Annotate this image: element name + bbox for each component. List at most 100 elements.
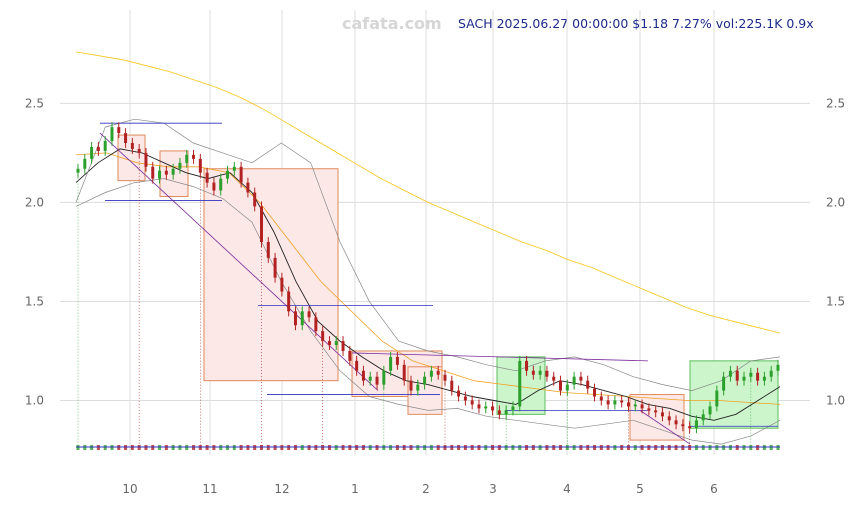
x-tick: 5	[636, 482, 644, 496]
x-tick: 12	[274, 482, 289, 496]
candle-body	[518, 360, 522, 407]
candle-body	[538, 370, 542, 375]
candle-body	[654, 410, 658, 413]
candle-body	[307, 311, 311, 318]
indicator-ma_short	[75, 148, 781, 421]
trend-line	[639, 410, 691, 445]
candle-body	[715, 390, 719, 407]
candle-body	[735, 370, 739, 381]
candle-body	[660, 412, 664, 417]
candle-body	[681, 424, 685, 427]
candle-body	[314, 317, 318, 332]
candle-body	[409, 380, 413, 391]
candle-body	[525, 360, 529, 371]
candle-body	[484, 406, 488, 409]
candle-body	[253, 192, 257, 207]
trend-line	[351, 352, 649, 362]
y-tick-right: 1.0	[826, 393, 845, 407]
candle-body	[76, 168, 80, 173]
candle-body	[90, 146, 94, 159]
candle-body	[769, 370, 773, 377]
candle-body	[239, 166, 243, 183]
candle-body	[185, 154, 189, 163]
band-lower	[75, 178, 781, 445]
candle-body	[667, 416, 671, 421]
candle-body	[137, 148, 141, 153]
candle-body	[491, 406, 495, 411]
volume-strip	[76, 445, 780, 450]
candle-body	[246, 182, 250, 193]
range-box	[629, 394, 685, 441]
candle-body	[124, 133, 128, 143]
range-boxes	[117, 134, 779, 441]
axis-ticks: 1.0 1.01.5 1.52.0 2.02.5 2.510 11 12 1 2 3 4 5 6	[25, 96, 845, 496]
candle-body	[117, 127, 121, 134]
candle-body	[552, 376, 556, 381]
candle-body	[742, 376, 746, 381]
candle-body	[647, 408, 651, 411]
candle-body	[586, 380, 590, 389]
y-tick-left: 2.5	[25, 96, 44, 110]
candle-body	[341, 341, 345, 351]
x-tick: 2	[422, 482, 430, 496]
candle-body	[694, 420, 698, 429]
candle-body	[110, 127, 114, 142]
candle-body	[565, 384, 569, 391]
candle-body	[171, 168, 175, 175]
candle-body	[280, 277, 284, 292]
candle-body	[633, 404, 637, 407]
candle-body	[368, 376, 372, 381]
candle-body	[348, 350, 352, 361]
candle-body	[511, 406, 515, 411]
candle-body	[477, 404, 481, 409]
candle-body	[450, 380, 454, 391]
candle-body	[375, 376, 379, 385]
candle-body	[572, 376, 576, 385]
candle-body	[287, 291, 291, 312]
candle-body	[192, 154, 196, 159]
candle-body	[382, 370, 386, 385]
candle-body	[701, 414, 705, 421]
y-tick-right: 1.5	[826, 294, 845, 308]
candle-body	[266, 242, 270, 258]
range-box	[203, 168, 339, 382]
candle-body	[599, 396, 603, 401]
candle-body	[559, 380, 563, 391]
candle-body	[749, 372, 753, 377]
candle-body	[579, 376, 583, 381]
candle-body	[130, 142, 134, 149]
candle-body	[708, 406, 712, 415]
candle-body	[164, 170, 168, 175]
candle-body	[443, 374, 447, 381]
candle-body	[144, 152, 148, 167]
indicator-ma_mid	[75, 152, 781, 405]
candle-body	[83, 158, 87, 169]
candle-body	[606, 400, 610, 405]
candle-body	[470, 400, 474, 405]
candles	[76, 122, 780, 448]
band-upper	[75, 118, 781, 391]
watermark: cafata.com	[342, 14, 442, 33]
indicator-ma_long	[75, 51, 781, 334]
candle-body	[259, 206, 263, 243]
candle-body	[300, 311, 304, 326]
y-tick-right: 2.0	[826, 195, 845, 209]
y-tick-left: 1.0	[25, 393, 44, 407]
candle-body	[226, 170, 230, 179]
candle-body	[327, 341, 331, 346]
candle-body	[640, 404, 644, 409]
x-tick: 10	[122, 482, 137, 496]
candle-body	[395, 356, 399, 365]
x-tick: 1	[351, 482, 359, 496]
candle-body	[776, 364, 780, 371]
candle-body	[756, 372, 760, 381]
candle-body	[212, 182, 216, 191]
candle-body	[158, 170, 162, 179]
candle-body	[497, 410, 501, 415]
candle-body	[674, 420, 678, 425]
candle-body	[178, 162, 182, 169]
range-box	[159, 150, 189, 197]
candle-body	[593, 388, 597, 397]
x-tick: 6	[710, 482, 718, 496]
